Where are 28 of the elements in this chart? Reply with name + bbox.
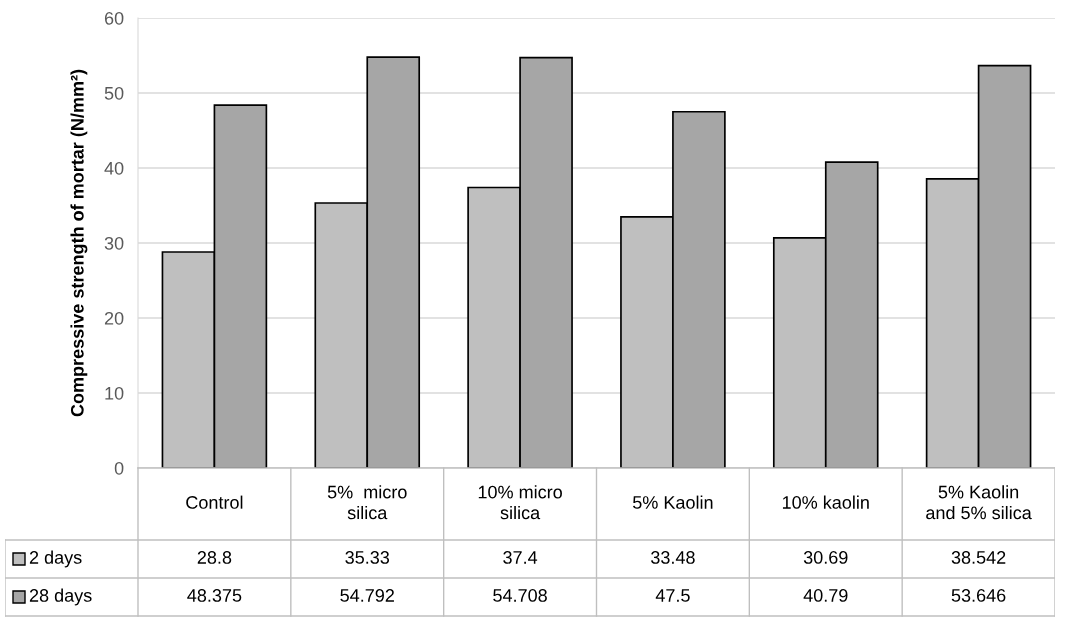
- y-tick-label: 20: [104, 311, 124, 325]
- x-tick-label: 5% micro silica: [327, 485, 407, 520]
- data-label: 53.646: [951, 589, 1006, 602]
- x-tick-label: 5% Kaolin and 5% silica: [926, 485, 1032, 520]
- data-label: 37.4: [503, 551, 538, 564]
- x-tick-label: 5% Kaolin: [632, 495, 713, 509]
- x-tick-label: 10% micro silica: [478, 485, 562, 520]
- data-label: 35.33: [345, 551, 390, 564]
- data-label: 33.48: [651, 551, 695, 564]
- data-label: 47.5: [655, 589, 690, 602]
- data-label: 40.79: [803, 589, 848, 602]
- y-tick-label: 30: [104, 236, 124, 250]
- data-label: 54.792: [340, 589, 394, 602]
- data-label: 28.8: [197, 551, 232, 564]
- data-label: 54.708: [493, 589, 547, 602]
- x-tick-label: 10% kaolin: [782, 495, 869, 509]
- y-tick-label: 50: [104, 86, 124, 100]
- y-tick-label: 0: [114, 461, 124, 475]
- data-label: 38.542: [951, 551, 1006, 564]
- data-label: 48.375: [187, 589, 242, 602]
- legend-label: 28 days: [29, 588, 92, 606]
- y-tick-label: 60: [104, 11, 124, 25]
- y-axis-title: Compressive strength of mortar (N/mm²): [70, 69, 88, 417]
- y-tick-label: 40: [104, 161, 124, 175]
- x-tick-label: Control: [186, 495, 243, 509]
- y-tick-label: 10: [105, 386, 124, 400]
- data-label: 30.69: [803, 551, 848, 564]
- legend-label: 2 days: [29, 550, 82, 568]
